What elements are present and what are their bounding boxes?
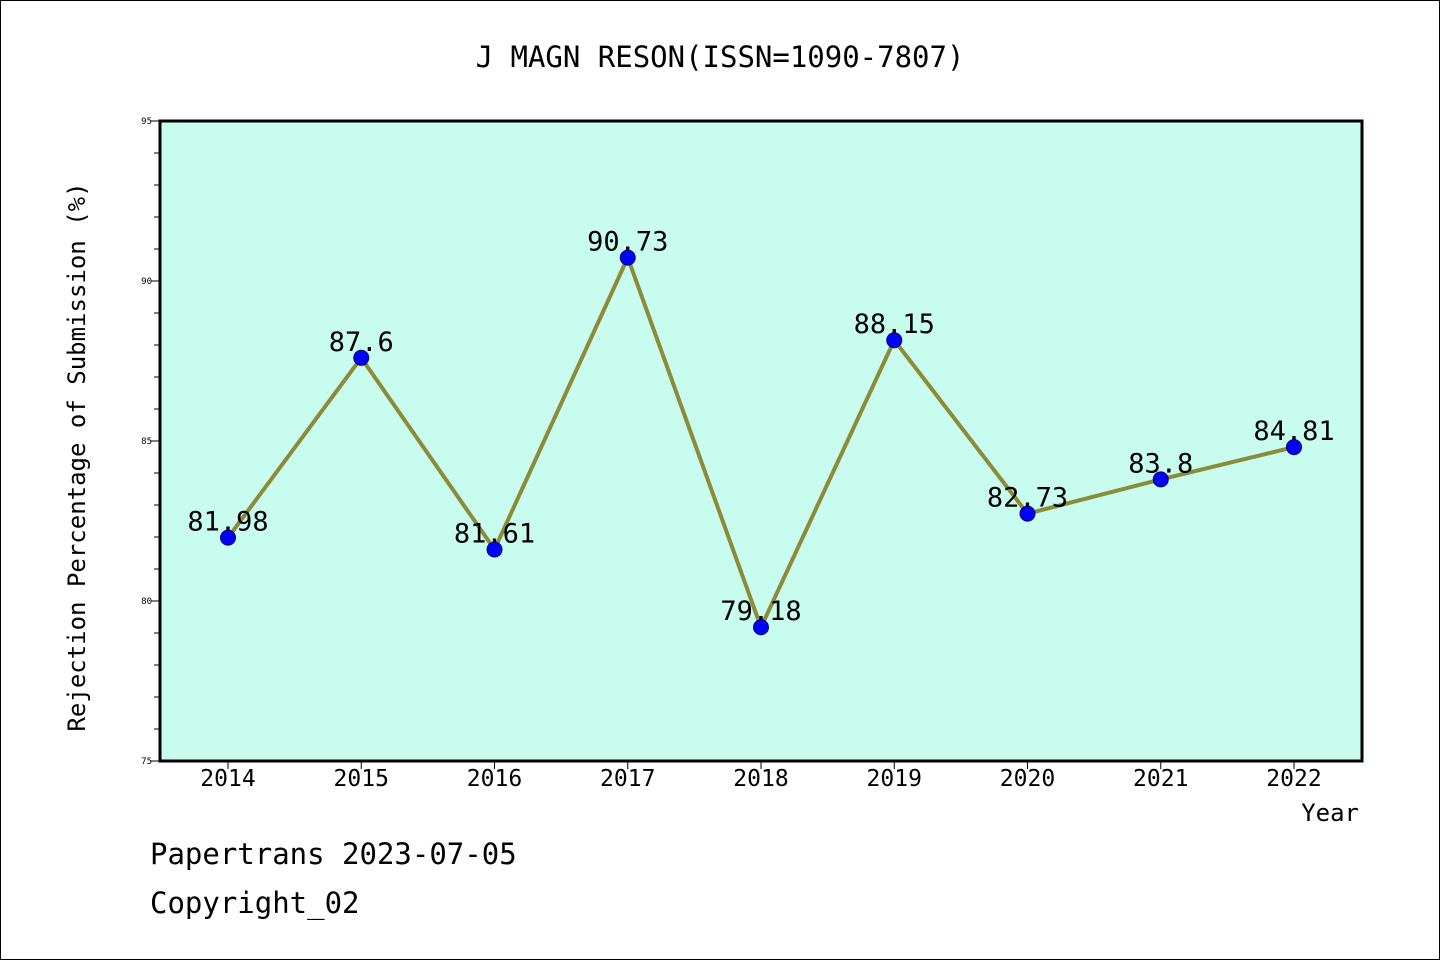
plot-frame — [158, 119, 1364, 763]
y-axis-label: Rejection Percentage of Submission (%) — [63, 182, 91, 731]
data-label: 82.73 — [987, 483, 1068, 514]
data-label: 88.15 — [854, 309, 935, 340]
data-point — [353, 349, 370, 366]
y-tick-label: 90 — [141, 277, 152, 287]
data-point — [1152, 471, 1169, 488]
x-tick-label: 2016 — [467, 766, 522, 792]
footer-source-date: Papertrans 2023-07-05 — [150, 837, 517, 871]
data-point — [619, 249, 636, 266]
data-point — [1286, 439, 1302, 456]
data-point — [753, 619, 769, 636]
data-point — [886, 332, 903, 349]
data-label: 81.98 — [187, 507, 268, 538]
footer-copyright: Copyright_02 — [150, 886, 360, 920]
chart-title: J MAGN RESON(ISSN=1090-7807) — [476, 40, 965, 74]
x-tick-label: 2021 — [1133, 766, 1188, 792]
x-tick-label: 2019 — [867, 766, 922, 792]
data-label: 84.81 — [1253, 416, 1334, 447]
x-tick-label: 2022 — [1266, 766, 1321, 792]
y-tick-label: 85 — [141, 437, 152, 447]
data-label: 81.61 — [454, 518, 535, 549]
data-point — [1019, 505, 1036, 522]
data-label: 90.73 — [587, 227, 668, 258]
data-point — [486, 541, 503, 558]
y-tick-label: 95 — [141, 117, 152, 127]
y-tick-label: 75 — [141, 757, 152, 767]
x-tick-label: 2015 — [334, 766, 389, 792]
x-axis-label: Year — [1301, 799, 1359, 827]
data-point — [220, 529, 236, 546]
x-tick-label: 2018 — [733, 766, 788, 792]
x-tick-label: 2014 — [200, 766, 255, 792]
x-tick-label: 2020 — [1000, 766, 1055, 792]
data-label: 79.18 — [720, 596, 801, 627]
data-label: 87.6 — [329, 327, 394, 358]
y-tick-label: 80 — [141, 597, 152, 607]
data-label: 83.8 — [1128, 448, 1193, 479]
plot-area — [160, 121, 1362, 761]
x-tick-label: 2017 — [600, 766, 655, 792]
